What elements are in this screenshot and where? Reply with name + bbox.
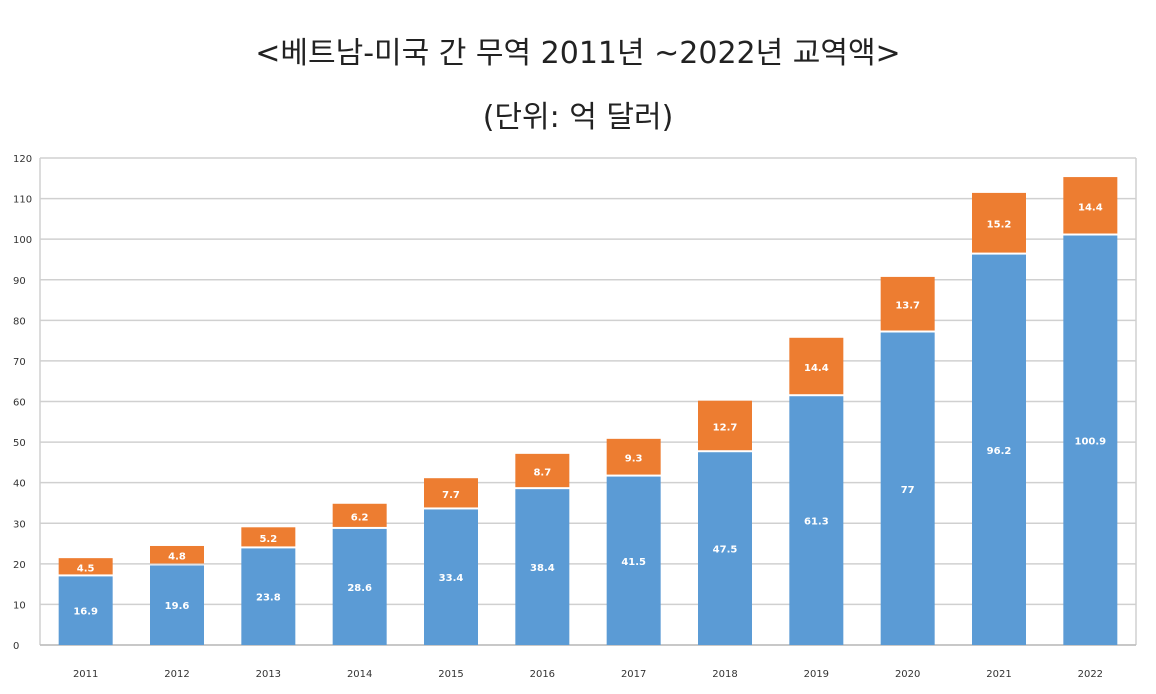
data-label: 96.2 [987, 446, 1012, 457]
bar-segment-blue [150, 565, 204, 645]
x-tick-label: 2020 [895, 669, 920, 680]
data-label: 61.3 [804, 517, 829, 528]
bar-segment-orange [150, 545, 204, 564]
bar-segment-blue [606, 476, 661, 645]
data-label: 19.6 [165, 601, 190, 612]
data-label: 33.4 [439, 573, 464, 584]
y-tick-label: 110 [13, 195, 32, 206]
bar-segment-orange [241, 527, 296, 547]
x-tick-label: 2017 [621, 669, 646, 680]
bar-segment-orange [972, 192, 1026, 253]
data-label: 12.7 [713, 422, 738, 433]
bar-segment-orange [880, 276, 935, 331]
data-label: 15.2 [987, 220, 1012, 231]
bar-segment-orange [58, 558, 113, 575]
bar-segment-blue [789, 396, 844, 645]
data-label: 23.8 [256, 593, 281, 604]
x-tick-label: 2019 [804, 669, 829, 680]
bar-segment-orange [424, 478, 478, 508]
data-label: 47.5 [713, 545, 738, 556]
data-label: 7.7 [442, 490, 460, 501]
bar-segment-blue [241, 548, 296, 645]
bar-segment-blue [972, 254, 1026, 646]
y-tick-label: 20 [13, 560, 26, 571]
y-tick-label: 10 [13, 600, 26, 611]
y-tick-label: 30 [13, 519, 26, 530]
data-label: 5.2 [259, 534, 277, 545]
y-tick-label: 80 [13, 316, 26, 327]
data-label: 14.4 [804, 363, 829, 374]
bar-segment-blue [698, 452, 752, 645]
bar-segment-blue [1063, 235, 1118, 645]
bar-segment-blue [880, 332, 935, 645]
bar-segment-blue [424, 509, 478, 645]
x-tick-label: 2022 [1078, 669, 1103, 680]
data-label: 6.2 [351, 512, 369, 523]
bar-segment-blue [332, 528, 387, 645]
y-tick-label: 70 [13, 357, 26, 368]
data-label: 4.8 [168, 552, 186, 563]
bar-segment-orange [789, 337, 844, 395]
bar-segment-orange [698, 400, 752, 451]
x-tick-label: 2013 [256, 669, 281, 680]
x-tick-label: 2016 [530, 669, 555, 680]
x-tick-label: 2018 [712, 669, 737, 680]
y-tick-label: 0 [13, 641, 19, 652]
data-label: 100.9 [1075, 436, 1107, 447]
data-label: 16.9 [73, 607, 98, 618]
y-tick-label: 100 [13, 235, 32, 246]
x-tick-label: 2014 [347, 669, 372, 680]
data-label: 13.7 [895, 301, 920, 312]
data-label: 9.3 [625, 454, 643, 465]
x-tick-label: 2012 [164, 669, 189, 680]
y-tick-label: 40 [13, 479, 26, 490]
chart-subtitle: (단위: 억 달러) [482, 100, 674, 135]
y-tick-label: 60 [13, 398, 26, 409]
bar-segment-blue [58, 576, 113, 645]
bar-segment-blue [515, 489, 570, 645]
x-tick-label: 2021 [986, 669, 1011, 680]
data-label: 28.6 [347, 583, 372, 594]
y-tick-label: 120 [13, 154, 32, 165]
y-tick-label: 90 [13, 276, 26, 287]
x-tick-label: 2011 [73, 669, 98, 680]
data-label: 4.5 [77, 563, 95, 574]
data-label: 8.7 [533, 468, 551, 479]
bar-segment-orange [332, 503, 387, 527]
bar-segment-orange [1063, 177, 1118, 234]
data-label: 41.5 [621, 557, 646, 568]
chart-title: <베트남-미국 간 무역 2011년 ~2022년 교역액> [255, 36, 901, 71]
y-tick-label: 50 [13, 438, 26, 449]
data-label: 14.4 [1078, 202, 1103, 213]
data-label: 38.4 [530, 563, 555, 574]
bar-segment-orange [515, 453, 570, 488]
x-tick-label: 2015 [438, 669, 463, 680]
data-label: 77 [901, 485, 915, 496]
bar-segment-orange [606, 438, 661, 475]
